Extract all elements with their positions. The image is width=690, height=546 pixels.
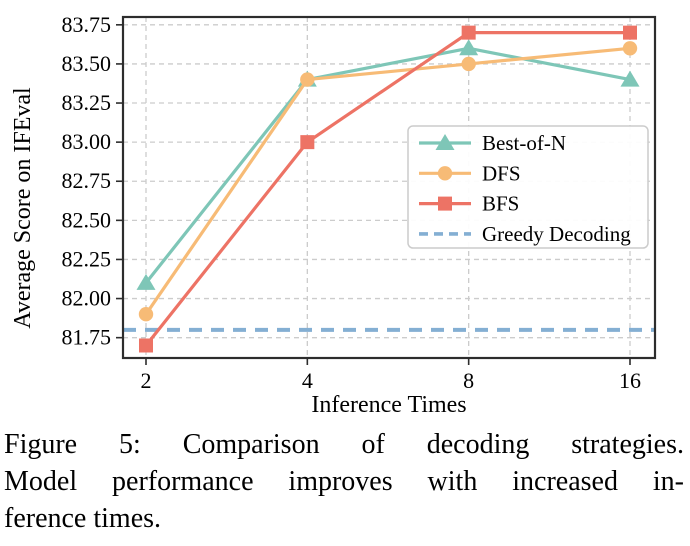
triangle-marker bbox=[435, 134, 455, 150]
circle-marker bbox=[300, 72, 315, 87]
circle-marker bbox=[622, 41, 638, 56]
series-line-best-of-n bbox=[144, 46, 632, 285]
legend-item-label: BFS bbox=[482, 192, 519, 216]
plot-border bbox=[121, 15, 657, 360]
y-tick-label: 83.50 bbox=[62, 51, 112, 76]
x-tick-label: 8 bbox=[463, 368, 474, 393]
square-marker bbox=[461, 25, 476, 40]
y-tick-label: 83.75 bbox=[62, 12, 112, 37]
caption-line: ference times. bbox=[4, 503, 162, 534]
y-tick-label: 81.75 bbox=[62, 325, 112, 350]
series-line-bfs bbox=[144, 31, 632, 348]
square-marker bbox=[300, 135, 315, 150]
legend-item-label: DFS bbox=[482, 161, 521, 185]
legend: Best-of-N DFS BFS Greedy Decoding bbox=[407, 125, 649, 249]
y-tick-label: 83.25 bbox=[62, 90, 112, 115]
square-marker bbox=[438, 196, 452, 211]
legend-item-label: Best-of-N bbox=[482, 131, 566, 155]
triangle-marker bbox=[620, 70, 640, 87]
axis-tick-labels: 81.75 82.00 82.25 82.50 82.75 83.00 83.25 83.50… bbox=[62, 12, 642, 393]
plot-series bbox=[123, 25, 655, 353]
legend-box bbox=[407, 125, 649, 249]
circle-marker bbox=[461, 56, 476, 72]
figure-caption: Figure 5: Comparison of decoding strateg… bbox=[4, 426, 684, 537]
y-tick-label: 82.00 bbox=[62, 286, 112, 311]
legend-item-label: Greedy Decoding bbox=[482, 222, 631, 246]
circle-marker bbox=[138, 307, 154, 322]
caption-line: Figure 5: Comparison of decoding strateg… bbox=[4, 429, 684, 460]
x-tick-label: 16 bbox=[619, 368, 641, 393]
y-tick-label: 83.00 bbox=[62, 129, 112, 154]
circle-marker bbox=[437, 166, 453, 181]
square-marker bbox=[139, 338, 153, 353]
chart-canvas: 81.75 82.00 82.25 82.50 82.75 83.00 83.25 83.50… bbox=[10, 12, 657, 418]
y-tick-label: 82.50 bbox=[62, 207, 112, 232]
y-tick-label: 82.25 bbox=[62, 246, 112, 271]
y-axis-label: Average Score on IFEval bbox=[10, 87, 36, 329]
x-tick-label: 2 bbox=[141, 368, 152, 393]
series-line-dfs bbox=[144, 46, 632, 316]
square-marker bbox=[623, 25, 637, 40]
caption-line: Model performance improves with increase… bbox=[4, 466, 684, 497]
axis-ticks bbox=[116, 24, 631, 365]
x-axis-label: Inference Times bbox=[311, 392, 466, 418]
triangle-marker bbox=[136, 273, 156, 290]
triangle-marker bbox=[459, 39, 479, 56]
x-tick-label: 4 bbox=[302, 368, 313, 393]
y-tick-label: 82.75 bbox=[62, 168, 112, 193]
